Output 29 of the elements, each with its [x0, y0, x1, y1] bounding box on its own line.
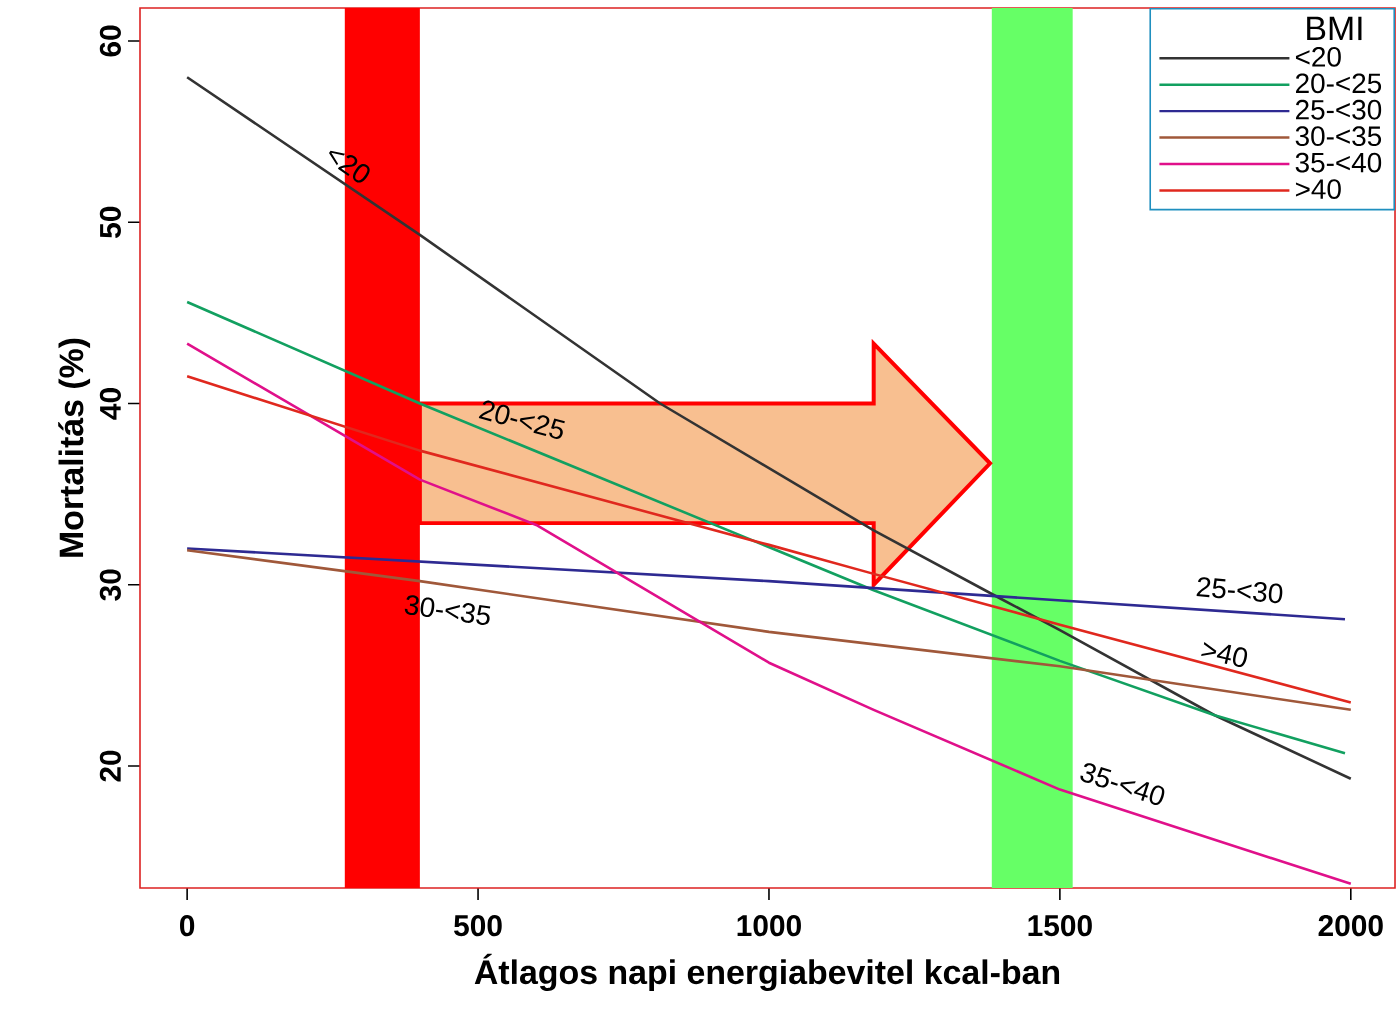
- legend-title: BMI: [1307, 16, 1362, 41]
- x-tick-label: 1500: [1028, 915, 1092, 937]
- y-tick-label: 60: [99, 25, 121, 57]
- y-axis-title: Mortalitás (%): [58, 338, 91, 557]
- x-tick-label: 2000: [1318, 915, 1383, 937]
- annotation: 25-<30: [1196, 577, 1283, 604]
- line-series: [185, 300, 1347, 755]
- legend-label: <20: [1295, 47, 1341, 67]
- x-tick-label: 0: [180, 915, 195, 937]
- annotation: <20: [329, 150, 370, 183]
- y-tick-label: 30: [99, 569, 121, 601]
- annotation: 30-<35: [404, 595, 491, 626]
- line-series: [185, 342, 1353, 886]
- legend-label: 20-<25: [1296, 73, 1382, 94]
- annotation: 35-<40: [1080, 763, 1165, 806]
- x-axis-title: Átlagos napi energiabevitel kcal-ban: [474, 953, 1060, 992]
- legend-label: >40: [1295, 179, 1341, 199]
- line-series: [185, 375, 1353, 704]
- legend-label: 25-<30: [1296, 99, 1382, 120]
- x-tick-label: 500: [454, 915, 502, 937]
- y-tick-label: 50: [99, 206, 121, 238]
- x-tick-label: 1000: [737, 915, 801, 937]
- annotation: >40: [1201, 642, 1248, 668]
- y-tick-label: 20: [99, 750, 121, 782]
- annotation: 20-<25: [478, 400, 565, 439]
- line-series: [185, 549, 1353, 712]
- legend-label: 30-<35: [1295, 126, 1382, 147]
- y-tick-label: 40: [99, 388, 121, 420]
- legend-label: 35-<40: [1295, 152, 1382, 173]
